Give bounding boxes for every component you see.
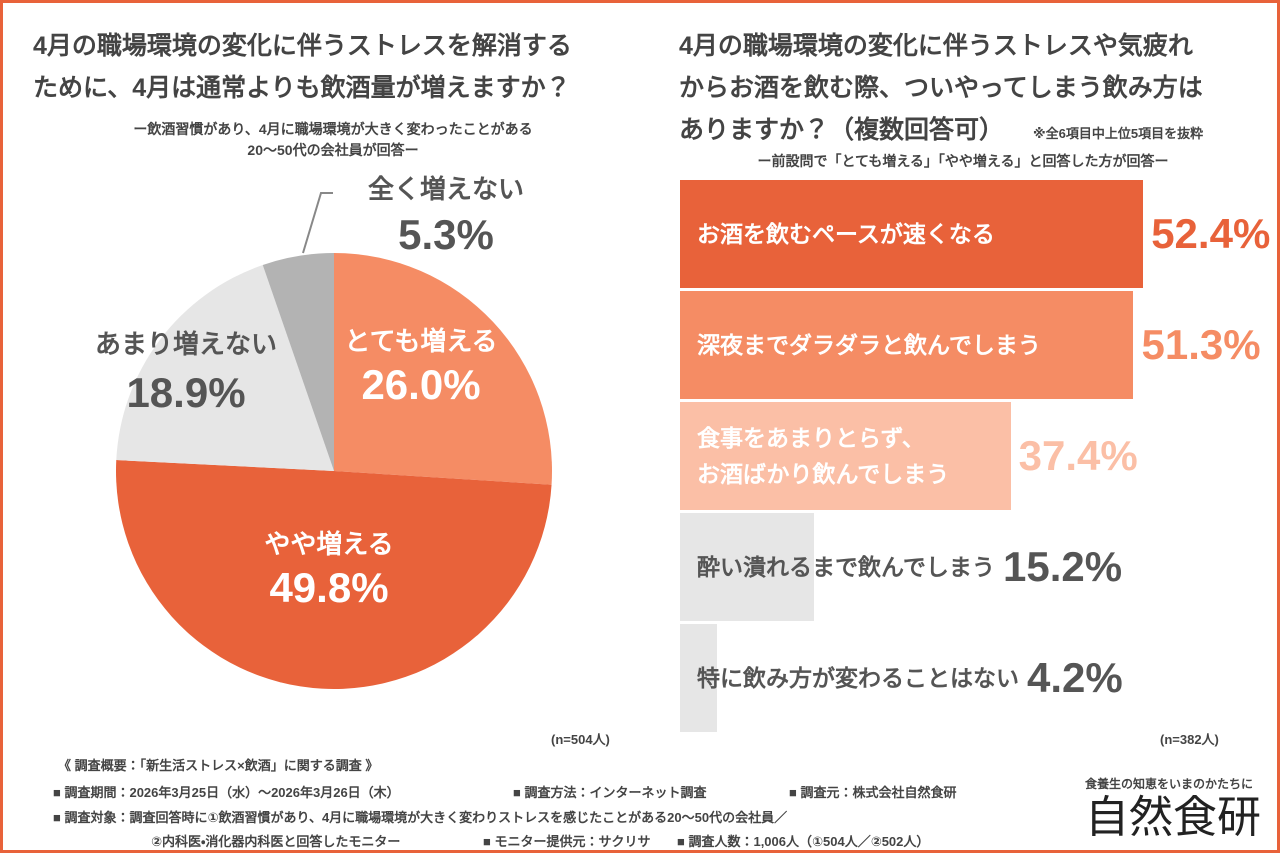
bar-note: (n=382人): [1160, 732, 1219, 747]
logo-name: 自然食研: [1085, 793, 1261, 842]
value-label: 52.4%: [1151, 210, 1271, 257]
footer-count: ■ 調査人数：1,006人（①504人／②502人）: [677, 834, 930, 849]
pie-slice: [334, 253, 552, 485]
bar: [680, 513, 815, 621]
pie-slice: [115, 460, 552, 690]
slice-label: あまり増えない: [95, 329, 277, 359]
value-label: 37.4%: [1018, 432, 1138, 479]
bar-label: 食事をあまりとらず、 お酒ばかり飲んでしまう: [697, 425, 950, 487]
bar-label: 深夜までダラダラと飲んでしまう: [697, 332, 1041, 358]
value-label: 51.3%: [1141, 321, 1261, 368]
leader-line: [302, 192, 333, 254]
bar: [680, 180, 1144, 288]
slice-label: 全く増えない: [368, 174, 524, 204]
footer-target2: ②内科医・消化器内科医と回答したモニター: [151, 834, 401, 849]
bar: [680, 291, 1134, 399]
footer-target: ■ 調査対象：調査回答時に①飲酒習慣があり、4月に職場環境が大きく変わりストレス…: [53, 810, 788, 825]
bar-label: 酔い潰れるまで飲んでしまう: [697, 554, 995, 580]
value-label: 15.2%: [1003, 543, 1123, 590]
pie-slice: [262, 253, 334, 471]
footer-period: ■ 調査期間：2026年3月25日（水）〜2026年3月26日（木）: [53, 785, 400, 800]
pie-subtitle: ー飲酒習慣があり、4月に職場環境が大きく変わったことがある 20〜50代の会社員…: [133, 121, 533, 158]
footer-provider: ■ モニター提供元：サクリサ: [483, 834, 651, 849]
footer-heading: 《 調査概要：「新生活ストレス×飲酒」に関する調査 》: [58, 758, 379, 773]
bar-chart: お酒を飲むペースが速くなる 52.4% 深夜までダラダラと飲んでしまう 51.3% 食事…: [680, 180, 1270, 735]
bar: [680, 402, 1011, 510]
pie-note: (n=504人): [551, 732, 610, 747]
value-label: 26.0%: [361, 361, 480, 408]
bar: [680, 624, 718, 732]
bar-title: 4月の職場環境の変化に伴うストレスや気疲れ からお酒を飲む際、ついやってしまう飲…: [679, 32, 1203, 144]
value-label: 4.2%: [1027, 654, 1123, 701]
pie-title: 4月の職場環境の変化に伴うストレスを解消する ために、4月は通常よりも飲酒量が増…: [33, 32, 572, 102]
bar-annotation: ※全6項目中上位5項目を抜粋: [1033, 126, 1204, 141]
pie-slice: [116, 264, 334, 471]
slice-label: とても増える: [344, 326, 497, 356]
logo-tagline: 食養生の知恵をいまのかたちに: [1085, 777, 1254, 791]
slice-label: やや増える: [264, 529, 393, 559]
value-label: 49.8%: [269, 564, 388, 611]
value-label: 5.3%: [398, 211, 494, 258]
value-label: 18.9%: [126, 369, 245, 416]
footer-source: ■ 調査元：株式会社自然食研: [789, 785, 957, 800]
footer-method: ■ 調査方法：インターネット調査: [513, 785, 707, 800]
bar-subtitle: ー前設問で「とても増える」「やや増える」と回答した方が回答ー: [757, 153, 1169, 169]
pie-chart: とても増える 26.0% やや増える 49.8% あまり増えない 18.9% 全く増えない 5…: [95, 174, 552, 690]
bar-label: お酒を飲むペースが速くなる: [697, 221, 995, 247]
bar-label: 特に飲み方が変わることはない: [697, 665, 1019, 691]
